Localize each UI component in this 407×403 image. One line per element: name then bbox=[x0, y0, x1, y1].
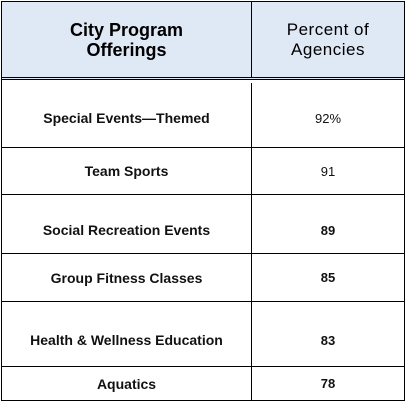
table-row: Team Sports 91 bbox=[2, 148, 404, 195]
program-name-cell: Special Events—Themed bbox=[2, 83, 252, 147]
percent-cell: 78 bbox=[320, 376, 336, 391]
percent-cell: 85 bbox=[320, 270, 336, 285]
table-row: Group Fitness Classes 85 bbox=[2, 254, 404, 302]
program-name-cell: Team Sports bbox=[2, 148, 252, 194]
header-percent-of-agencies: Percent of Agencies bbox=[252, 2, 404, 77]
program-name-cell: Aquatics bbox=[2, 367, 252, 400]
header-city-program-offerings: City Program Offerings bbox=[2, 2, 252, 77]
percent-cell: 91 bbox=[320, 163, 336, 179]
percent-cell: 83 bbox=[320, 332, 336, 348]
table-header-row: City Program Offerings Percent of Agenci… bbox=[2, 2, 404, 80]
table-row: Special Events—Themed 92% bbox=[2, 83, 404, 148]
program-name-cell: Group Fitness Classes bbox=[2, 254, 252, 301]
program-name-cell: Health & Wellness Education bbox=[2, 302, 252, 366]
header-col2-line2: Agencies bbox=[291, 39, 365, 59]
table-row: Social Recreation Events 89 bbox=[2, 195, 404, 254]
program-name-cell: Social Recreation Events bbox=[2, 195, 252, 253]
table-row: Health & Wellness Education 83 bbox=[2, 302, 404, 367]
table-row: Aquatics 78 bbox=[2, 367, 404, 400]
header-col1-line2: Offerings bbox=[86, 39, 167, 60]
header-col2-line1: Percent of bbox=[286, 19, 370, 39]
percent-cell: 89 bbox=[320, 222, 336, 238]
header-col1-line1: City Program bbox=[69, 19, 184, 40]
percent-cell: 92% bbox=[314, 110, 342, 126]
